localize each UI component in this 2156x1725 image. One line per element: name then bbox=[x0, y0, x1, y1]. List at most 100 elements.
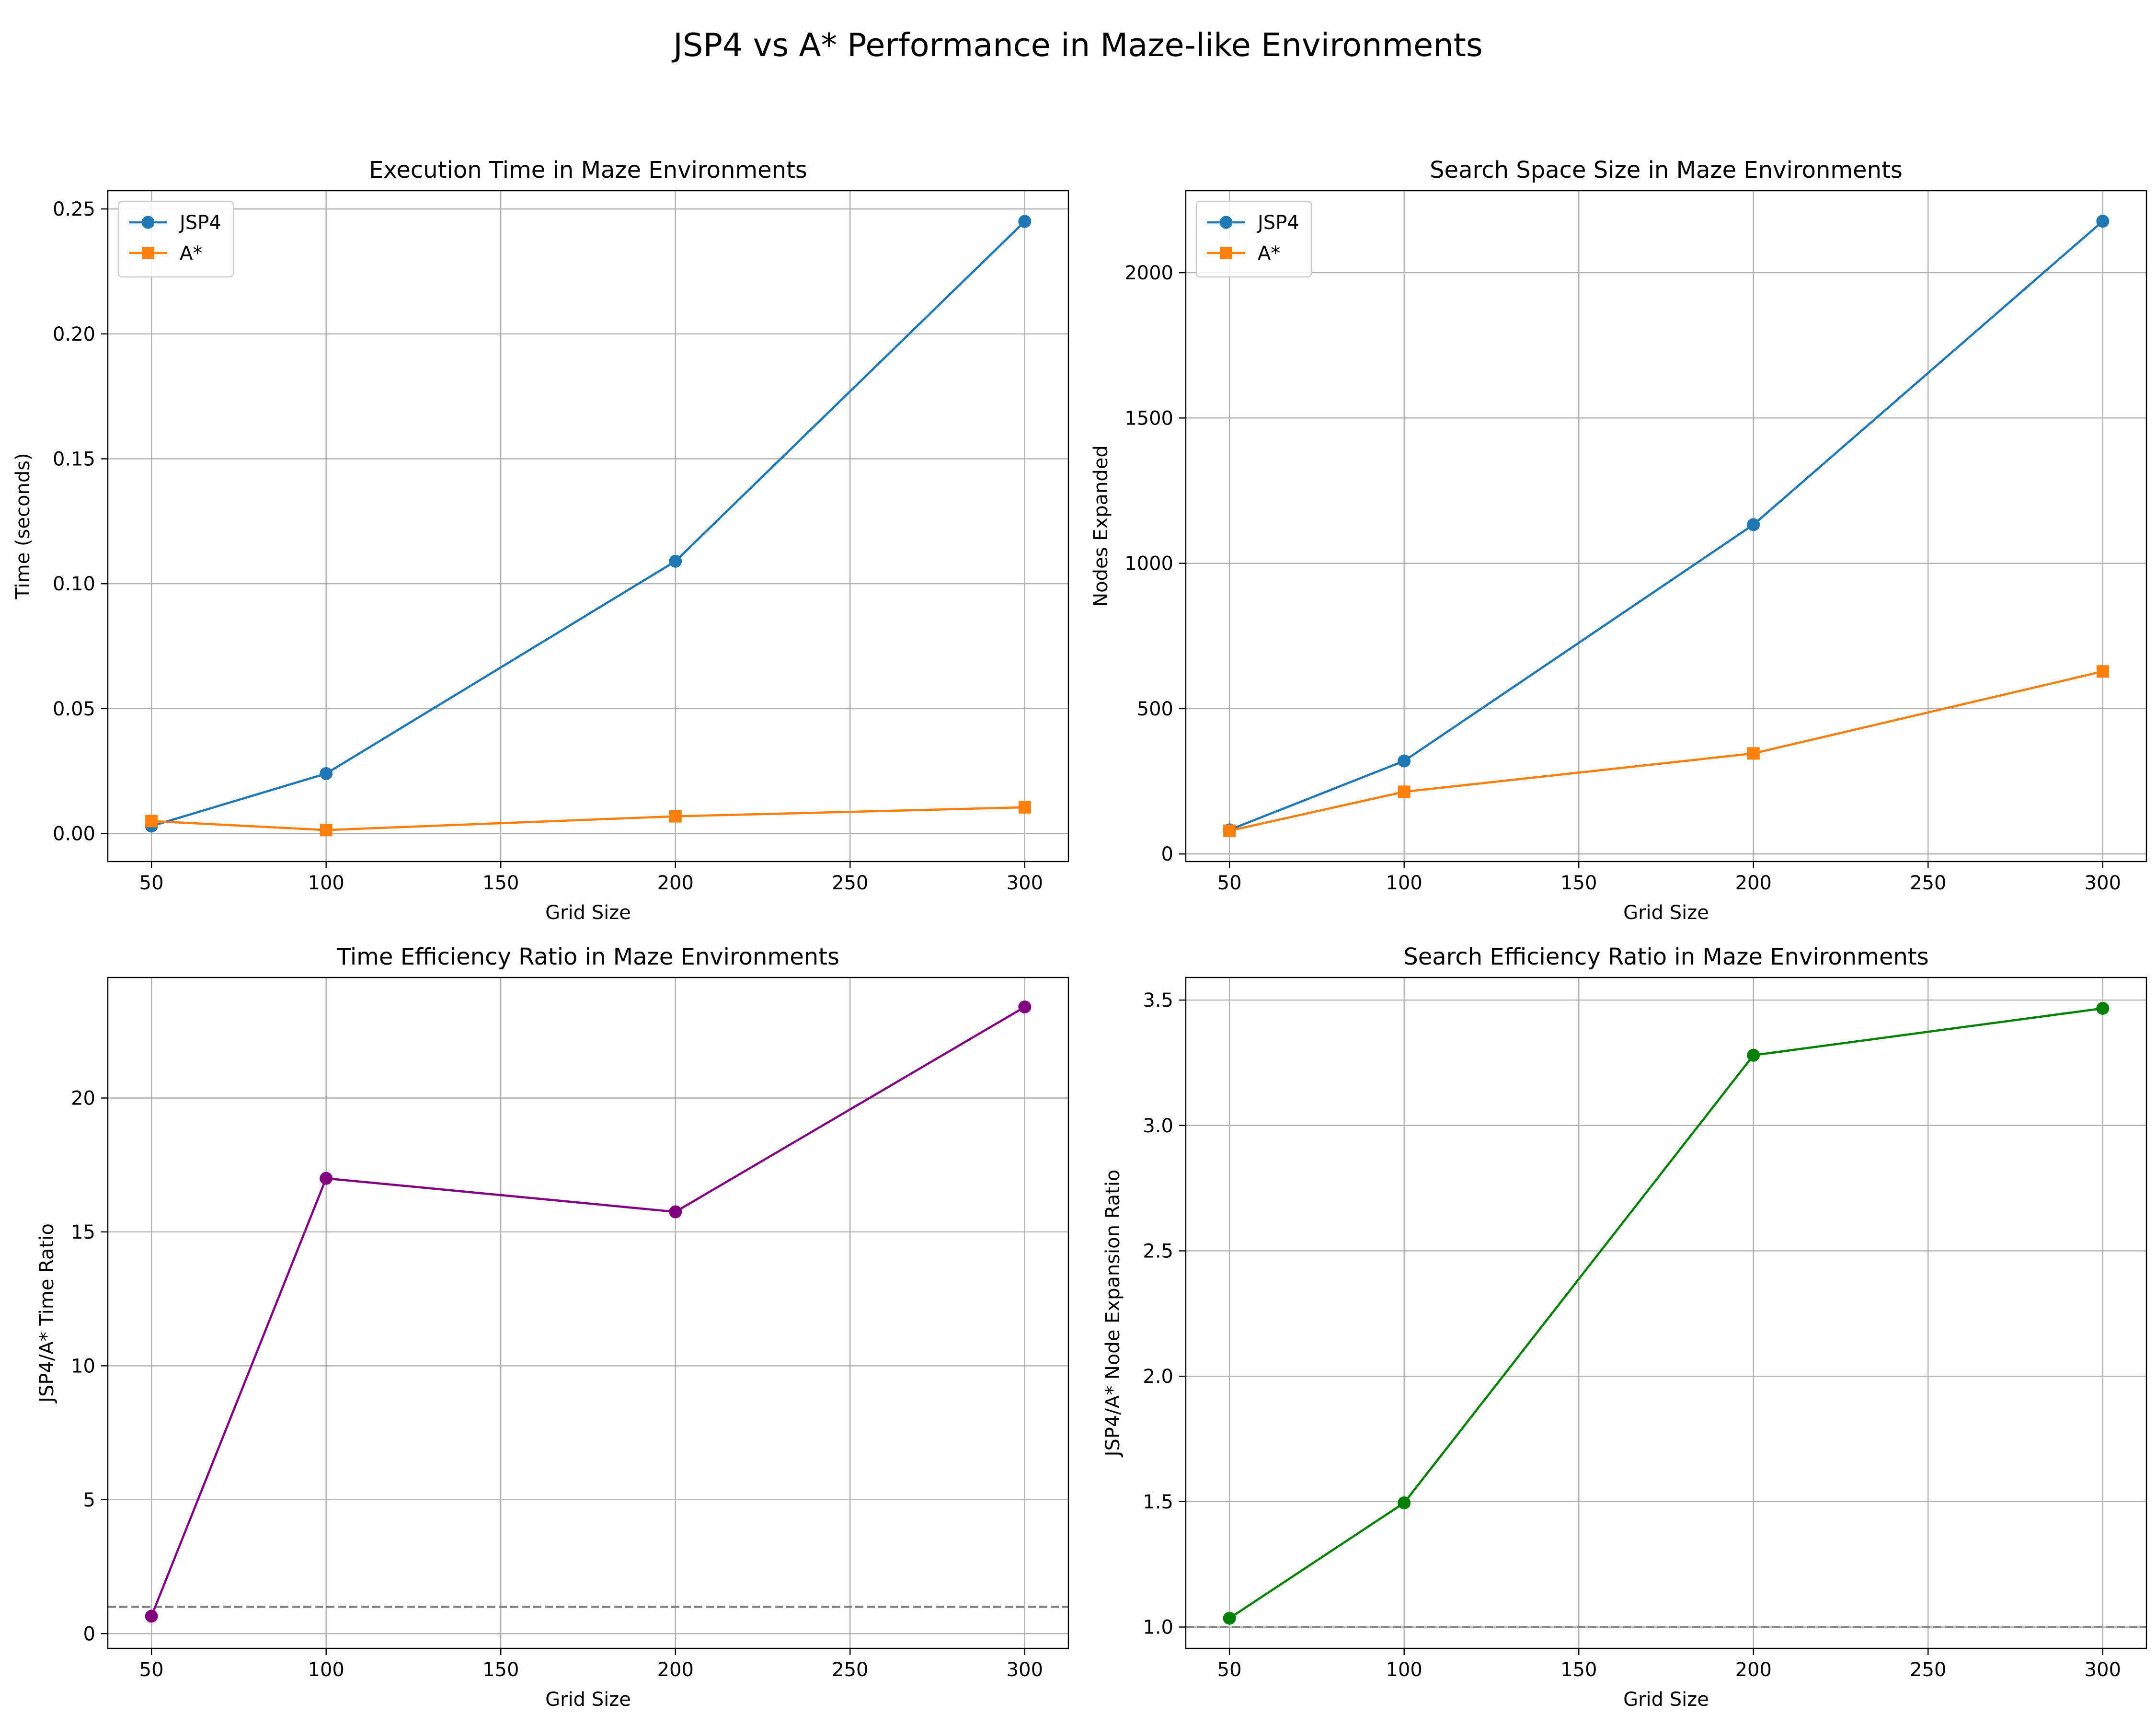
data-point-jsp4 bbox=[1747, 518, 1760, 531]
legend-label-jsp4: JSP4 bbox=[1256, 212, 1299, 234]
legend-label-a: A* bbox=[1258, 242, 1280, 264]
y-tick-label: 1.5 bbox=[1143, 1491, 1173, 1513]
x-tick-label: 150 bbox=[482, 872, 519, 894]
data-point-a bbox=[1398, 785, 1411, 798]
series-line-a bbox=[151, 806, 1025, 831]
y-tick-label: 2000 bbox=[1124, 262, 1173, 284]
data-point-ratio bbox=[1747, 1048, 1760, 1062]
axes-frame bbox=[107, 977, 1069, 1649]
x-tick-label: 300 bbox=[2085, 1659, 2121, 1681]
data-point-a bbox=[145, 815, 158, 828]
y-tick-label: 0 bbox=[83, 1623, 95, 1645]
x-tick-label: 250 bbox=[832, 1659, 868, 1681]
data-point-ratio bbox=[2096, 1001, 2110, 1015]
data-point-ratio bbox=[320, 1172, 333, 1185]
data-point-a bbox=[1223, 824, 1236, 837]
series-line-jsp4 bbox=[151, 220, 1026, 828]
x-tick-label: 150 bbox=[482, 1659, 519, 1681]
x-tick-label: 200 bbox=[1735, 872, 1772, 894]
y-axis-label: Time (seconds) bbox=[12, 453, 34, 599]
axes-frame bbox=[1185, 190, 2147, 862]
x-axis-label: Grid Size bbox=[545, 1689, 631, 1711]
y-tick-label: 0.20 bbox=[53, 323, 95, 345]
legend-marker-jsp4 bbox=[141, 216, 155, 229]
x-tick-label: 50 bbox=[139, 1659, 164, 1681]
chart-search-efficiency-ratio: 50 100 150 200 250 300 1.0 1.5 2.0 2.5 3.0 3.5 Searc… bbox=[1102, 943, 2147, 1711]
chart-title: Time Efficiency Ratio in Maze Environmen… bbox=[336, 943, 839, 970]
y-axis-label: JSP4/A* Node Expansion Ratio bbox=[1102, 1170, 1124, 1458]
data-point-a bbox=[669, 810, 682, 823]
x-tick-label: 300 bbox=[1007, 872, 1043, 894]
x-axis-label: Grid Size bbox=[545, 902, 631, 924]
chart-time-efficiency-ratio: 50 100 150 200 250 300 0 5 10 15 20 Time Efficiency… bbox=[36, 943, 1069, 1711]
legend: JSP4 A* bbox=[117, 200, 234, 278]
y-tick-label: 0.25 bbox=[53, 198, 95, 220]
y-tick-label: 0 bbox=[1161, 843, 1173, 865]
legend-marker-jsp4 bbox=[1219, 216, 1233, 229]
y-tick-label: 0.15 bbox=[53, 448, 95, 470]
y-tick-label: 500 bbox=[1137, 698, 1173, 720]
axes-frame bbox=[1185, 977, 2147, 1649]
data-point-a bbox=[2096, 665, 2109, 678]
y-tick-label: 5 bbox=[83, 1489, 95, 1511]
chart-title: Search Efficiency Ratio in Maze Environm… bbox=[1403, 943, 1928, 970]
y-tick-label: 1000 bbox=[1124, 553, 1173, 575]
data-point-jsp4 bbox=[2096, 215, 2110, 228]
x-tick-label: 250 bbox=[1910, 1659, 1946, 1681]
y-axis-label: JSP4/A* Time Ratio bbox=[36, 1223, 58, 1404]
x-tick-label: 50 bbox=[139, 872, 164, 894]
legend: JSP4 A* bbox=[1195, 200, 1312, 278]
data-point-a bbox=[320, 824, 333, 837]
chart-title: Search Space Size in Maze Environments bbox=[1430, 157, 1903, 184]
chart-search-space-size: 50 100 150 200 250 300 0 500 1000 1500 2000 Search … bbox=[1090, 157, 2147, 924]
y-tick-label: 20 bbox=[71, 1087, 95, 1109]
x-axis-label: Grid Size bbox=[1623, 902, 1709, 924]
data-point-jsp4 bbox=[1018, 215, 1032, 228]
data-point-ratio bbox=[1018, 1000, 1032, 1013]
y-tick-label: 10 bbox=[71, 1355, 95, 1377]
y-tick-label: 3.5 bbox=[1143, 989, 1173, 1012]
x-tick-label: 100 bbox=[308, 1659, 344, 1681]
series-line-jsp4 bbox=[1229, 220, 2104, 831]
data-point-a bbox=[1747, 747, 1760, 760]
data-point-a bbox=[1018, 801, 1031, 814]
data-point-ratio bbox=[145, 1610, 158, 1623]
axes-frame bbox=[107, 190, 1069, 862]
series-line-ratio bbox=[150, 1006, 1026, 1617]
x-tick-label: 250 bbox=[832, 872, 868, 894]
x-axis-label: Grid Size bbox=[1623, 1689, 1709, 1711]
y-tick-label: 0.10 bbox=[53, 573, 95, 595]
y-tick-label: 3.0 bbox=[1143, 1115, 1173, 1137]
x-tick-label: 250 bbox=[1910, 872, 1946, 894]
x-tick-label: 100 bbox=[1386, 872, 1422, 894]
data-point-ratio bbox=[1398, 1496, 1411, 1509]
figure-suptitle: JSP4 vs A* Performance in Maze-like Envi… bbox=[671, 26, 1483, 64]
data-point-jsp4 bbox=[1398, 754, 1411, 768]
y-tick-label: 1500 bbox=[1124, 407, 1173, 429]
data-point-ratio bbox=[669, 1205, 682, 1219]
x-tick-label: 50 bbox=[1217, 872, 1242, 894]
series-line-ratio bbox=[1228, 1007, 2103, 1620]
y-tick-label: 1.0 bbox=[1143, 1617, 1173, 1639]
data-point-jsp4 bbox=[320, 767, 333, 780]
x-tick-label: 100 bbox=[308, 872, 344, 894]
x-tick-label: 200 bbox=[657, 1659, 694, 1681]
x-tick-label: 150 bbox=[1560, 872, 1597, 894]
chart-execution-time: 50 100 150 200 250 300 0.00 0.05 0.10 0.15 0.20 0.2… bbox=[12, 157, 1069, 924]
y-axis-label: Nodes Expanded bbox=[1090, 445, 1112, 607]
legend-label-jsp4: JSP4 bbox=[178, 212, 221, 234]
data-point-jsp4 bbox=[669, 554, 682, 568]
x-tick-label: 150 bbox=[1560, 1659, 1597, 1681]
legend-label-a: A* bbox=[180, 242, 202, 264]
y-tick-label: 2.5 bbox=[1143, 1240, 1173, 1262]
series-line-a bbox=[1229, 670, 2103, 832]
y-tick-label: 0.00 bbox=[53, 823, 95, 845]
y-tick-label: 15 bbox=[71, 1221, 95, 1243]
y-tick-label: 0.05 bbox=[53, 698, 95, 720]
x-tick-label: 200 bbox=[1735, 1659, 1772, 1681]
legend-marker-a bbox=[1220, 247, 1232, 259]
x-tick-label: 300 bbox=[1007, 1659, 1043, 1681]
chart-title: Execution Time in Maze Environments bbox=[369, 157, 807, 184]
x-tick-label: 100 bbox=[1386, 1659, 1422, 1681]
